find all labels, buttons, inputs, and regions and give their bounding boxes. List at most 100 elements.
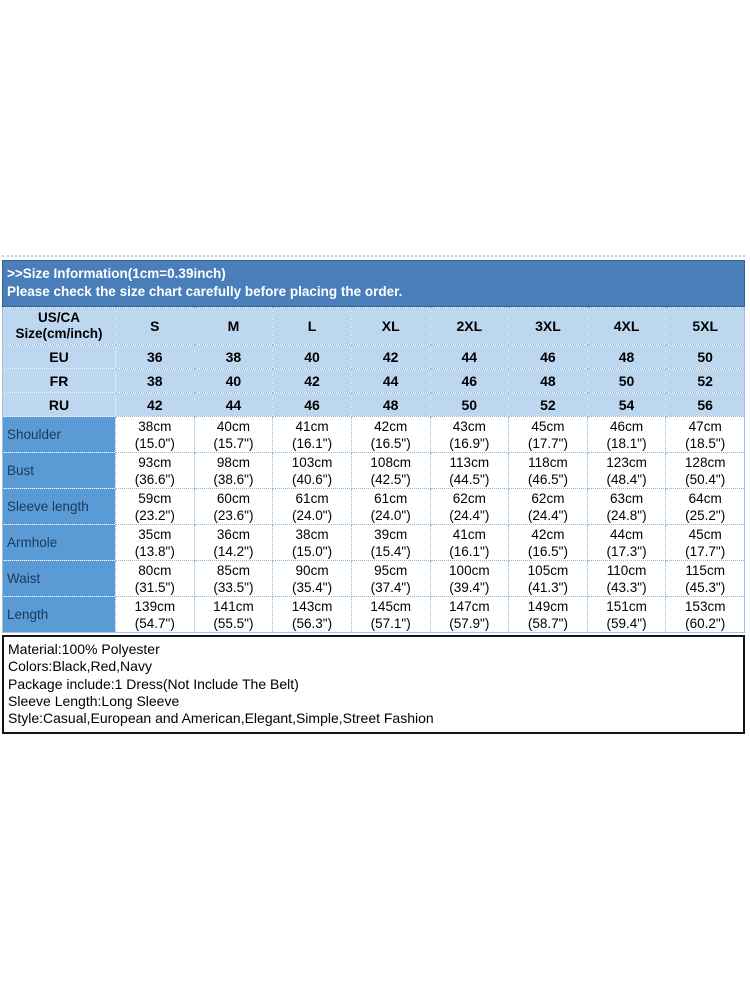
value-inch: (39.4") — [449, 579, 490, 595]
value-inch: (50.4") — [685, 471, 726, 487]
size-column-header: M — [193, 307, 274, 345]
value-cm: 141cm — [213, 598, 254, 614]
value-cm: 153cm — [684, 598, 726, 614]
region-size-value: 50 — [429, 392, 510, 417]
value-cm: 103cm — [291, 454, 333, 470]
value-inch: (15.0") — [134, 435, 175, 451]
measurement-value-cell: 41cm (16.1") — [429, 524, 510, 561]
value-cm: 118cm — [528, 454, 568, 470]
region-size-value: 42 — [272, 368, 352, 393]
region-size-value: 52 — [665, 368, 745, 393]
measurement-value-cell: 115cm (45.3") — [665, 560, 745, 597]
detail-line: Style:Casual,European and American,Elega… — [8, 710, 434, 727]
size-column-header: 5XL — [665, 307, 745, 345]
value-cm: 145cm — [370, 598, 411, 614]
top-divider — [2, 255, 745, 257]
value-inch: (33.5") — [213, 579, 254, 595]
value-inch: (15.0") — [292, 543, 333, 559]
value-inch: (13.8") — [134, 543, 175, 559]
value-inch: (17.3") — [606, 543, 647, 559]
region-size-value: 38 — [193, 344, 274, 369]
measurement-value-cell: 64cm (25.2") — [665, 488, 745, 525]
measurement-row: Sleeve length 59cm (23.2") 60cm (23.6") 61cm(… — [2, 488, 745, 525]
measurement-value-cell: 128cm (50.4") — [665, 452, 745, 489]
value-cm: 44cm — [610, 526, 644, 542]
value-inch: (59.4") — [606, 615, 647, 631]
value-inch: (41.3") — [527, 579, 568, 595]
region-size-value: 42 — [115, 392, 195, 417]
size-info-banner: >>Size Information(1cm=0.39inch) Please … — [2, 260, 745, 307]
region-size-value: 44 — [193, 392, 274, 417]
value-cm: 123cm — [606, 454, 647, 470]
measurement-value-cell: 153cm (60.2") — [665, 596, 745, 633]
measurement-value-cell: 141cm (55.5") — [193, 596, 274, 633]
measurement-value-cell: 59cm (23.2") — [115, 488, 195, 525]
value-inch: (17.7") — [685, 543, 726, 559]
measurement-value-cell: 35cm (13.8") — [115, 524, 195, 561]
value-inch: (45.3") — [685, 579, 726, 595]
measurement-value-cell: 110cm (43.3") — [586, 560, 667, 597]
value-inch: (60.2") — [685, 615, 726, 631]
region-size-value: 44 — [429, 344, 510, 369]
value-cm: 42cm — [374, 418, 408, 434]
value-cm: 95cm — [374, 562, 408, 578]
measurement-value-cell: 46cm (18.1") — [586, 416, 667, 453]
measurement-value-cell: 45cm (17.7") — [508, 416, 588, 453]
value-cm: 36cm — [216, 526, 250, 542]
value-cm: 61cm — [295, 490, 329, 506]
value-inch: (40.6") — [292, 471, 333, 487]
product-details-box: Material:100% Polyester Colors:Black,Red,… — [2, 635, 745, 735]
value-cm: 62cm — [531, 490, 565, 506]
measurement-value-cell: 39cm (15.4") — [350, 524, 431, 561]
value-inch: (24.8") — [606, 507, 647, 523]
value-cm: 42cm — [531, 526, 565, 542]
region-size-value: 46 — [272, 392, 352, 417]
size-column-header: L — [272, 307, 352, 345]
value-cm: 45cm — [531, 418, 565, 434]
measurement-label: Bust — [2, 452, 116, 489]
value-inch: (43.3") — [606, 579, 647, 595]
measurement-value-cell: 61cm (24.0") — [350, 488, 431, 525]
value-cm: 35cm — [138, 526, 172, 542]
measurement-value-cell: 41cm (16.1") — [272, 416, 352, 453]
value-cm: 59cm — [138, 490, 172, 506]
value-cm: 47cm — [688, 418, 722, 434]
value-inch: (14.2") — [213, 543, 254, 559]
measurement-value-cell: 100cm (39.4") — [429, 560, 510, 597]
value-inch: (15.7") — [213, 435, 254, 451]
value-inch: (37.4") — [370, 579, 411, 595]
value-cm: 98cm — [216, 454, 250, 470]
value-inch: (56.3") — [292, 615, 333, 631]
value-cm: 46cm — [610, 418, 644, 434]
value-inch: (18.1") — [606, 435, 647, 451]
value-inch: (55.5") — [213, 615, 254, 631]
value-cm: 43cm — [452, 418, 486, 434]
region-size-value: 36 — [115, 344, 195, 369]
value-cm: 151cm — [606, 598, 647, 614]
value-inch: (57.1") — [370, 615, 411, 631]
value-inch: (23.6") — [213, 507, 254, 523]
measurement-value-cell: 93cm (36.6") — [115, 452, 195, 489]
measurement-value-cell: 38cm (15.0") — [115, 416, 195, 453]
value-cm: 40cm — [216, 418, 250, 434]
banner-subtitle: Please check the size chart carefully be… — [7, 284, 403, 299]
measurement-value-cell: 45cm (17.7") — [665, 524, 745, 561]
value-cm: 61cm — [374, 490, 408, 506]
value-cm: 113cm — [449, 454, 490, 470]
value-inch: (24.4") — [449, 507, 490, 523]
region-size-row: EU 36 38 40 42 44 46 48 50 — [2, 344, 745, 369]
measurement-value-cell: 61cm (24.0") — [272, 488, 352, 525]
value-cm: 64cm — [688, 490, 722, 506]
region-size-value: 50 — [665, 344, 745, 369]
detail-line: Colors:Black,Red,Navy — [8, 658, 152, 675]
value-inch: (54.7") — [134, 615, 175, 631]
size-table-body: EU 36 38 40 42 44 46 48 50 FR 38 40 42 44 46 48 50 52 RU 42… — [2, 344, 745, 633]
value-cm: 139cm — [134, 598, 176, 614]
value-inch: (38.6") — [213, 471, 254, 487]
measurement-row: Bust 93cm (36.6") 98cm (38.6") 103cm (40.6") 10… — [2, 452, 745, 489]
value-cm: 80cm — [138, 562, 172, 578]
value-inch: (44.5") — [449, 471, 490, 487]
measurement-row: Shoulder 38cm (15.0") 40cm (15.7") 41cm (16.1"… — [2, 416, 745, 453]
region-size-value: 48 — [508, 368, 588, 393]
